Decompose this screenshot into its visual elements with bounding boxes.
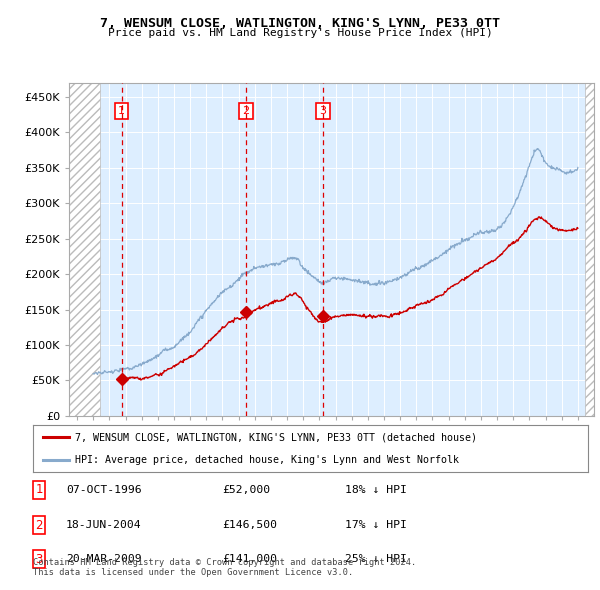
Text: 2: 2 [35,519,43,532]
Text: 18% ↓ HPI: 18% ↓ HPI [345,485,407,494]
Text: HPI: Average price, detached house, King's Lynn and West Norfolk: HPI: Average price, detached house, King… [74,455,458,465]
Text: £52,000: £52,000 [222,485,270,494]
Bar [584,83,594,416]
Text: 7, WENSUM CLOSE, WATLINGTON, KING'S LYNN, PE33 0TT (detached house): 7, WENSUM CLOSE, WATLINGTON, KING'S LYNN… [74,432,476,442]
Text: 1: 1 [35,483,43,496]
Text: 17% ↓ HPI: 17% ↓ HPI [345,520,407,530]
Text: 3: 3 [319,106,326,116]
Text: 1: 1 [118,106,125,116]
Bar [69,83,100,416]
Text: 25% ↓ HPI: 25% ↓ HPI [345,555,407,564]
Text: £141,000: £141,000 [222,555,277,564]
Text: £146,500: £146,500 [222,520,277,530]
Text: 3: 3 [35,553,43,566]
Text: 20-MAR-2009: 20-MAR-2009 [66,555,142,564]
Text: 18-JUN-2004: 18-JUN-2004 [66,520,142,530]
Text: 07-OCT-1996: 07-OCT-1996 [66,485,142,494]
Text: Price paid vs. HM Land Registry's House Price Index (HPI): Price paid vs. HM Land Registry's House … [107,28,493,38]
Text: 7, WENSUM CLOSE, WATLINGTON, KING'S LYNN, PE33 0TT: 7, WENSUM CLOSE, WATLINGTON, KING'S LYNN… [100,17,500,30]
Text: Contains HM Land Registry data © Crown copyright and database right 2024.
This d: Contains HM Land Registry data © Crown c… [33,558,416,577]
Text: 2: 2 [242,106,250,116]
